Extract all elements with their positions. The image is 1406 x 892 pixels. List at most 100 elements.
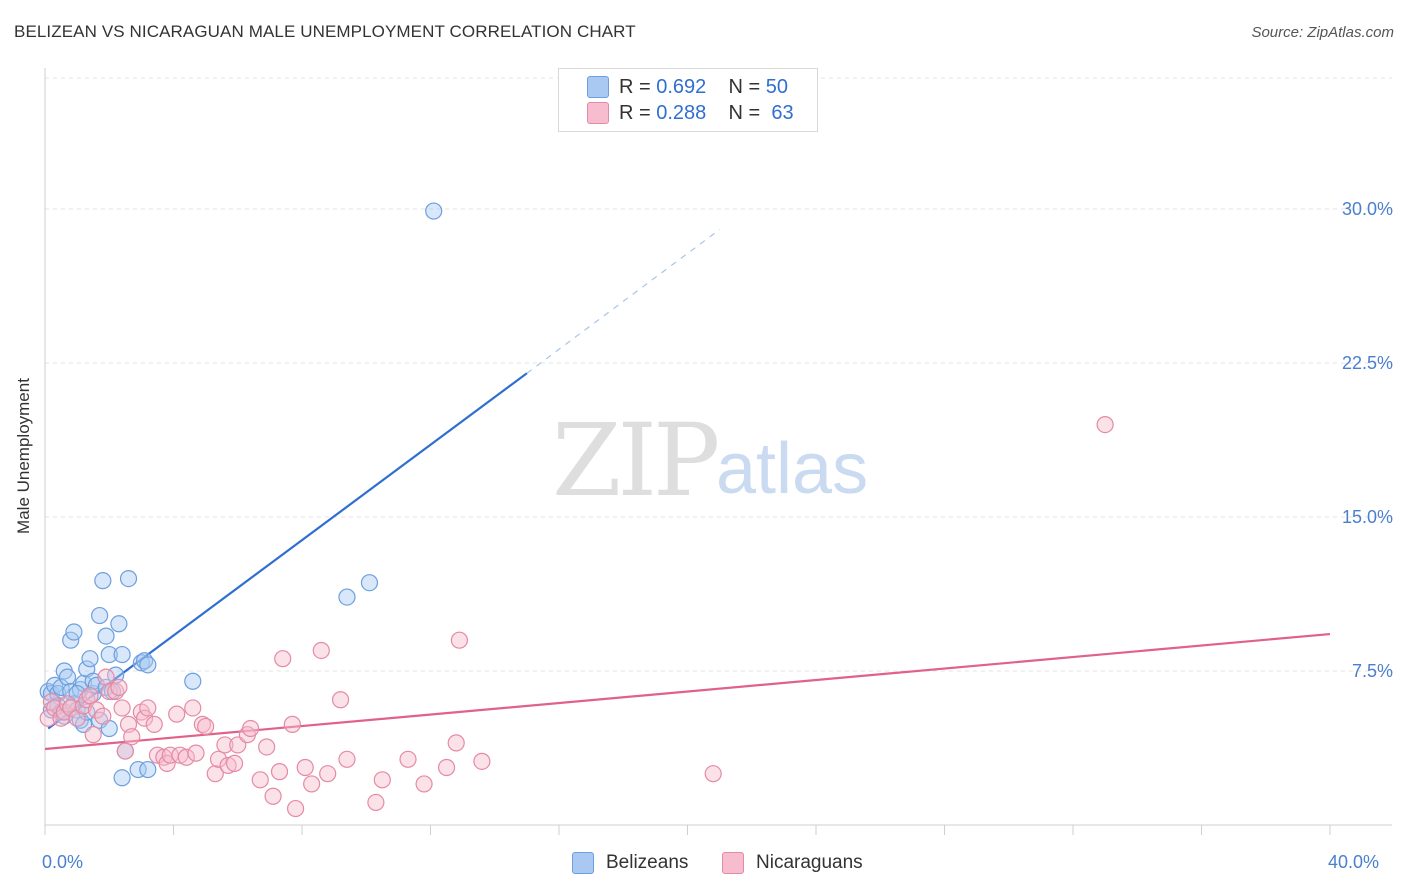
- x-tick-label: 0.0%: [42, 852, 84, 872]
- watermark-zip: ZIP: [552, 402, 720, 519]
- point-nicaraguans: [331, 691, 350, 709]
- legend-r-label: R =: [619, 75, 657, 98]
- point-nicaraguans: [225, 754, 244, 773]
- point-nicaraguans: [296, 758, 314, 777]
- legend-n-label: N =: [728, 101, 766, 124]
- point-nicaraguans: [1096, 416, 1114, 434]
- source-credit: Source: ZipAtlas.com: [1251, 24, 1394, 41]
- point-nicaraguans: [206, 765, 224, 783]
- y-tick-label: 7.5%: [1351, 661, 1393, 681]
- axes: [44, 68, 1392, 835]
- point-nicaraguans: [168, 705, 186, 723]
- point-belizeans: [100, 645, 118, 664]
- point-nicaraguans: [270, 763, 289, 781]
- point-belizeans: [110, 615, 128, 633]
- legend-swatch-nicaraguans: [587, 102, 609, 124]
- point-belizeans: [113, 645, 131, 664]
- point-nicaraguans: [251, 771, 269, 789]
- point-nicaraguans: [399, 750, 417, 768]
- point-nicaraguans: [116, 742, 134, 760]
- point-nicaraguans: [184, 699, 202, 717]
- point-nicaraguans: [84, 726, 102, 744]
- point-nicaraguans: [286, 799, 305, 818]
- point-belizeans: [425, 202, 443, 220]
- point-belizeans: [338, 588, 356, 606]
- point-nicaraguans: [81, 687, 99, 705]
- chart-title: BELIZEAN VS NICARAGUAN MALE UNEMPLOYMENT…: [14, 22, 636, 41]
- point-nicaraguans: [87, 701, 106, 719]
- point-nicaraguans: [312, 641, 330, 660]
- series-label-belizeans: Belizeans: [606, 852, 689, 873]
- point-belizeans: [58, 668, 77, 686]
- y-tick-label: 22.5%: [1341, 353, 1393, 373]
- point-belizeans: [360, 574, 379, 592]
- point-nicaraguans: [209, 750, 228, 768]
- point-nicaraguans: [123, 728, 141, 746]
- point-nicaraguans: [145, 715, 163, 733]
- point-nicaraguans: [473, 752, 491, 770]
- point-nicaraguans: [450, 631, 469, 649]
- point-belizeans: [119, 569, 138, 588]
- point-nicaraguans: [177, 748, 195, 766]
- point-nicaraguans: [216, 736, 234, 754]
- y-tick-label: 30.0%: [1341, 199, 1393, 219]
- point-nicaraguans: [258, 738, 276, 756]
- watermark-atlas: atlas: [716, 429, 869, 509]
- series-label-nicaraguans: Nicaraguans: [756, 852, 863, 873]
- point-nicaraguans: [303, 775, 321, 793]
- point-nicaraguans: [113, 699, 131, 717]
- point-nicaraguans: [319, 765, 337, 783]
- point-belizeans: [65, 623, 83, 641]
- point-belizeans: [91, 606, 109, 625]
- trend-lines: [44, 229, 1331, 751]
- legend-r-value: 0.288: [656, 101, 707, 124]
- point-nicaraguans: [242, 719, 260, 738]
- point-nicaraguans: [139, 699, 157, 717]
- point-belizeans: [184, 672, 202, 690]
- point-nicaraguans: [197, 717, 215, 736]
- point-belizeans: [129, 760, 147, 779]
- point-nicaraguans: [100, 682, 118, 701]
- point-belizeans: [139, 656, 157, 674]
- point-nicaraguans: [97, 668, 115, 686]
- point-nicaraguans: [187, 744, 205, 762]
- series-legend: Belizeans Nicaraguans: [0, 850, 1406, 880]
- point-nicaraguans: [274, 650, 292, 668]
- data-points: [39, 202, 1114, 818]
- point-belizeans: [139, 760, 157, 779]
- legend-r-label: R =: [619, 101, 657, 124]
- point-nicaraguans: [415, 775, 433, 793]
- legend-swatch-belizeans: [587, 76, 609, 98]
- trend-extension-belizeans: [526, 229, 720, 374]
- legend-row-belizeans: R = 0.692 N = 50: [587, 74, 788, 100]
- point-nicaraguans: [283, 715, 301, 733]
- point-nicaraguans: [338, 750, 356, 768]
- point-belizeans: [52, 678, 70, 697]
- point-nicaraguans: [447, 734, 465, 752]
- y-tick-label: 15.0%: [1341, 507, 1393, 527]
- point-nicaraguans: [437, 758, 456, 777]
- point-nicaraguans: [94, 707, 112, 725]
- legend-r-value: 0.692: [656, 75, 707, 98]
- legend-n-label: N =: [728, 75, 766, 98]
- correlation-legend: R = 0.692 N = 50 R = 0.288 N = 63: [558, 68, 818, 132]
- y-axis-label: Male Unemployment: [14, 378, 33, 534]
- x-tick-label: 40.0%: [1328, 852, 1380, 872]
- legend-n-value: 63: [765, 101, 794, 124]
- series-swatch-belizeans: [572, 852, 594, 874]
- point-belizeans: [81, 650, 99, 668]
- point-belizeans: [113, 769, 131, 787]
- point-nicaraguans: [264, 787, 282, 805]
- legend-n-value: 50: [765, 75, 789, 98]
- trend-line-nicaraguans: [44, 632, 1331, 751]
- point-nicaraguans: [704, 765, 722, 783]
- point-nicaraguans: [219, 756, 237, 775]
- point-nicaraguans: [367, 793, 385, 812]
- point-nicaraguans: [39, 709, 57, 727]
- series-legend-belizeans: Belizeans: [572, 852, 688, 874]
- point-nicaraguans: [135, 709, 154, 727]
- point-belizeans: [97, 627, 115, 645]
- series-legend-nicaraguans: Nicaraguans: [722, 852, 863, 874]
- point-nicaraguans: [110, 678, 128, 697]
